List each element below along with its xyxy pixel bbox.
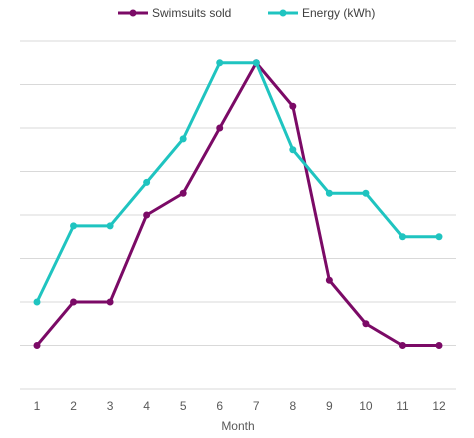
data-point <box>325 189 333 197</box>
x-tick-label: 7 <box>253 399 260 413</box>
x-tick-label: 2 <box>70 399 77 413</box>
legend-marker <box>129 9 137 17</box>
data-point <box>70 298 78 306</box>
data-point <box>398 342 406 349</box>
data-point <box>143 178 151 186</box>
gridlines <box>20 40 456 390</box>
data-point <box>252 59 260 67</box>
data-point <box>143 211 151 219</box>
legend-item: Swimsuits sold <box>118 6 231 20</box>
data-point <box>362 320 370 328</box>
x-tick-label: 3 <box>107 399 114 413</box>
x-tick-label: 10 <box>359 399 373 413</box>
x-tick-label: 6 <box>216 399 223 413</box>
legend-label: Swimsuits sold <box>152 6 231 20</box>
data-point <box>216 59 224 67</box>
data-point <box>435 342 443 349</box>
data-point <box>398 233 406 241</box>
data-point <box>289 102 297 110</box>
legend-label: Energy (kWh) <box>302 6 375 20</box>
series-1 <box>33 59 443 349</box>
data-point <box>179 189 187 197</box>
series-2 <box>33 59 443 306</box>
x-tick-label: 8 <box>289 399 296 413</box>
data-point <box>435 233 443 241</box>
legend-item: Energy (kWh) <box>268 6 375 20</box>
data-point <box>362 189 370 197</box>
legend-marker <box>279 9 287 17</box>
x-tick-label: 1 <box>34 399 41 413</box>
x-tick-label: 9 <box>326 399 333 413</box>
data-point <box>106 298 114 306</box>
data-point <box>33 298 41 306</box>
series-line <box>35 61 441 304</box>
series-line <box>35 61 441 347</box>
x-tick-label: 5 <box>180 399 187 413</box>
x-tick-label: 12 <box>432 399 446 413</box>
data-point <box>33 342 41 349</box>
x-tick-label: 11 <box>396 399 409 413</box>
data-point <box>325 276 333 284</box>
data-point <box>179 135 187 143</box>
x-axis-ticks: 1 2 3 4 5 6 7 8 9 10 11 12 <box>34 399 446 413</box>
x-axis-title: Month <box>221 419 254 433</box>
legend: Swimsuits sold Energy (kWh) <box>118 6 375 20</box>
series-layer <box>33 59 443 349</box>
data-point <box>216 124 224 132</box>
x-tick-label: 4 <box>143 399 150 413</box>
data-point <box>70 222 78 230</box>
data-point <box>289 146 297 154</box>
data-point <box>106 222 114 230</box>
